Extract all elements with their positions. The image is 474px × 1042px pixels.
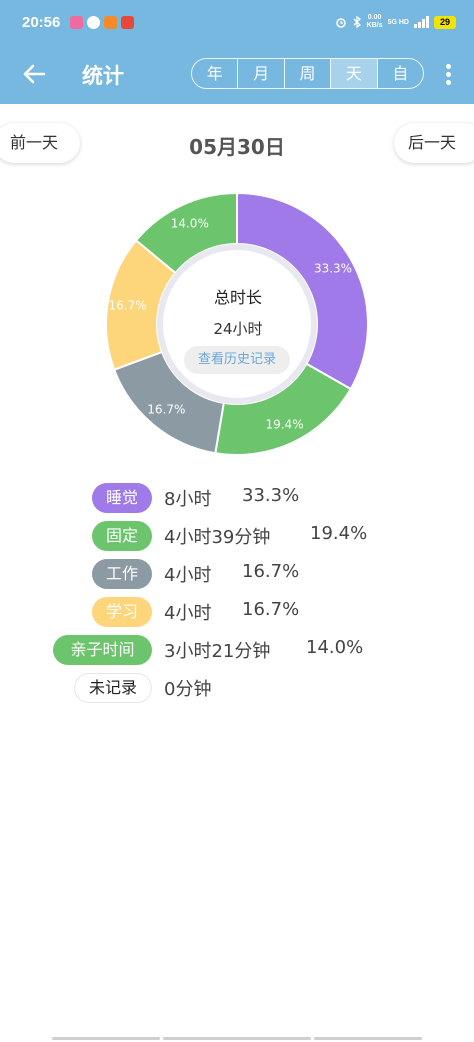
alarm-icon — [335, 18, 346, 28]
chat-notification-icon — [87, 16, 100, 29]
more-options-icon[interactable] — [444, 64, 452, 88]
page-title: 统计 — [82, 64, 124, 88]
status-indicators: 0.00 KB/s 5G HD 29 — [335, 14, 456, 30]
donut-slice[interactable] — [214, 362, 353, 456]
category-percent: 14.0% — [306, 637, 364, 658]
category-duration: 0分钟 — [164, 679, 212, 700]
slice-percent-label: 19.4% — [265, 417, 303, 431]
period-segmented-control: 年 月 周 天 自 — [191, 58, 424, 89]
notification-icons — [70, 16, 134, 29]
legend-row[interactable]: 未记录 0分钟 — [0, 671, 474, 705]
shop-notification-icon — [104, 16, 117, 29]
legend-row[interactable]: 学习 4小时 16.7% — [0, 595, 474, 629]
tab-week[interactable]: 周 — [283, 59, 330, 88]
app-bar: 统计 年 月 周 天 自 — [0, 46, 474, 104]
category-percent: 19.4% — [310, 523, 368, 544]
next-day-button[interactable]: 后一天 — [394, 123, 474, 163]
category-percent: 16.7% — [242, 599, 300, 620]
tab-year[interactable]: 年 — [206, 64, 223, 83]
chart-center: 总时长 24小时 — [183, 274, 293, 339]
legend-row[interactable]: 固定 4小时39分钟 19.4% — [0, 519, 474, 553]
network-speed: 0.00 KB/s — [366, 14, 383, 29]
category-badge: 未记录 — [74, 673, 152, 703]
legend-row[interactable]: 睡觉 8小时 33.3% — [0, 481, 474, 515]
status-time: 20:56 — [22, 14, 61, 31]
app-notification-icon — [70, 16, 83, 29]
category-badge: 学习 — [92, 597, 152, 627]
tab-custom[interactable]: 自 — [376, 59, 423, 88]
category-duration: 3小时21分钟 — [164, 641, 271, 662]
total-duration-value: 24小时 — [213, 320, 263, 338]
view-history-button[interactable]: 查看历史记录 — [184, 346, 290, 374]
donut-chart: 33.3% 19.4% 16.7% 16.7% 14.0% — [105, 191, 369, 456]
news-notification-icon — [121, 16, 134, 29]
nav-bar-segment — [314, 1037, 422, 1040]
category-duration: 8小时 — [164, 489, 212, 510]
category-duration: 4小时 — [164, 565, 212, 586]
slice-percent-label: 16.7% — [147, 403, 185, 417]
nav-bar-segment — [163, 1037, 311, 1040]
category-badge: 工作 — [92, 559, 152, 589]
slice-percent-label: 14.0% — [171, 217, 209, 231]
category-duration: 4小时39分钟 — [164, 527, 271, 548]
legend-row[interactable]: 亲子时间 3小时21分钟 14.0% — [0, 633, 474, 667]
legend-row[interactable]: 工作 4小时 16.7% — [0, 557, 474, 591]
category-badge: 固定 — [92, 521, 152, 551]
category-badge: 睡觉 — [92, 483, 152, 513]
slice-percent-label: 16.7% — [108, 298, 146, 312]
category-percent: 33.3% — [242, 485, 300, 506]
signal-icon — [414, 16, 429, 28]
tab-month[interactable]: 月 — [237, 59, 283, 88]
category-percent: 16.7% — [242, 561, 300, 582]
nav-bar-segment — [52, 1037, 160, 1040]
back-arrow-icon[interactable] — [20, 60, 48, 88]
category-duration: 4小时 — [164, 603, 212, 624]
battery-icon: 29 — [434, 15, 456, 29]
category-badge: 亲子时间 — [53, 635, 152, 665]
tab-day[interactable]: 天 — [330, 59, 377, 88]
prev-day-button[interactable]: 前一天 — [0, 123, 80, 163]
slice-percent-label: 33.3% — [314, 261, 352, 275]
status-bar: 20:56 0.00 KB/s 5G HD 29 — [0, 0, 474, 46]
donut-inner-ring — [157, 244, 317, 404]
total-duration-label: 总时长 — [213, 288, 262, 307]
current-date: 05月30日 — [189, 135, 285, 159]
bluetooth-icon — [353, 16, 361, 28]
network-type: 5G HD — [387, 18, 409, 26]
